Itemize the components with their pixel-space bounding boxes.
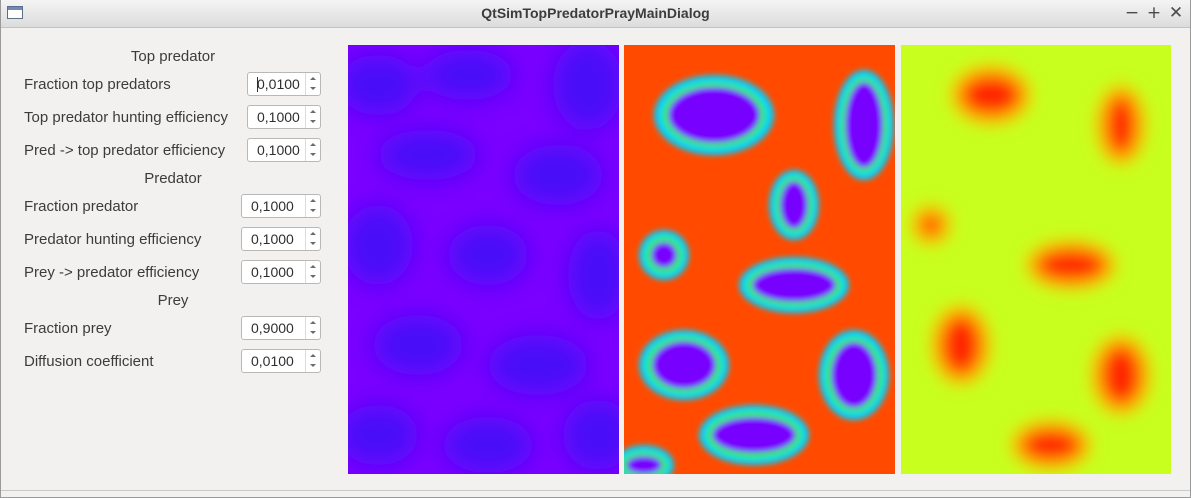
spin-arrows <box>305 228 320 250</box>
fraction-top-predators-spinbox[interactable] <box>247 72 321 96</box>
spin-down-icon[interactable] <box>306 328 320 339</box>
fraction-predator-input[interactable] <box>242 195 305 217</box>
fraction-top-predators-label: Fraction top predators <box>24 76 171 93</box>
pred-to-top-predator-efficiency-input[interactable] <box>248 139 305 161</box>
prey-heading: Prey <box>157 292 189 309</box>
fraction-prey-label: Fraction prey <box>24 320 112 337</box>
predator-density-map <box>624 45 895 474</box>
prey-to-predator-efficiency-input[interactable] <box>242 261 305 283</box>
pred-to-top-predator-efficiency-spinbox[interactable] <box>247 138 321 162</box>
spin-down-icon[interactable] <box>306 239 320 250</box>
top-predator-hunting-efficiency-spinbox[interactable] <box>247 105 321 129</box>
spin-down-icon[interactable] <box>306 361 320 372</box>
top-predator-hunting-efficiency-label: Top predator hunting efficiency <box>24 109 229 126</box>
spin-arrows <box>305 139 320 161</box>
title-bar[interactable]: QtSimTopPredatorPrayMainDialog − + ✕ <box>1 0 1190 28</box>
spin-arrows <box>305 317 320 339</box>
fraction-predator-label: Fraction predator <box>24 198 139 215</box>
diffusion-coefficient-spinbox[interactable] <box>241 349 321 373</box>
fraction-predator-spinbox[interactable] <box>241 194 321 218</box>
top-predator-density-map <box>348 45 619 474</box>
fraction-prey-input[interactable] <box>242 317 305 339</box>
spin-up-icon[interactable] <box>306 350 320 361</box>
spin-down-icon[interactable] <box>306 117 320 128</box>
predator-hunting-efficiency-spinbox[interactable] <box>241 227 321 251</box>
spin-down-icon[interactable] <box>306 272 320 283</box>
spin-arrows <box>305 261 320 283</box>
predator-heading: Predator <box>144 170 202 187</box>
spin-up-icon[interactable] <box>306 195 320 206</box>
fraction-top-predators-input[interactable] <box>248 73 305 95</box>
spin-down-icon[interactable] <box>306 150 320 161</box>
spin-down-icon[interactable] <box>306 84 320 95</box>
window-title: QtSimTopPredatorPrayMainDialog <box>481 5 710 21</box>
dialog-bottom-edge <box>1 490 1190 491</box>
spin-up-icon[interactable] <box>306 317 320 328</box>
diffusion-coefficient-label: Diffusion coefficient <box>24 353 154 370</box>
spin-up-icon[interactable] <box>306 228 320 239</box>
spin-up-icon[interactable] <box>306 106 320 117</box>
minimize-icon[interactable]: − <box>1124 3 1140 23</box>
spin-down-icon[interactable] <box>306 206 320 217</box>
spin-up-icon[interactable] <box>306 139 320 150</box>
spin-up-icon[interactable] <box>306 261 320 272</box>
maximize-icon[interactable]: + <box>1146 3 1162 23</box>
prey-to-predator-efficiency-label: Prey -> predator efficiency <box>24 264 200 281</box>
spin-arrows <box>305 73 320 95</box>
pred-to-top-predator-efficiency-label: Pred -> top predator efficiency <box>24 142 226 159</box>
predator-hunting-efficiency-input[interactable] <box>242 228 305 250</box>
fraction-prey-spinbox[interactable] <box>241 316 321 340</box>
top-predator-hunting-efficiency-input[interactable] <box>248 106 305 128</box>
spin-up-icon[interactable] <box>306 73 320 84</box>
prey-to-predator-efficiency-spinbox[interactable] <box>241 260 321 284</box>
close-icon[interactable]: ✕ <box>1168 3 1184 23</box>
predator-hunting-efficiency-label: Predator hunting efficiency <box>24 231 202 248</box>
prey-density-map <box>901 45 1171 474</box>
app-window-icon <box>7 6 23 19</box>
text-cursor <box>257 77 258 92</box>
spin-arrows <box>305 350 320 372</box>
spin-arrows <box>305 195 320 217</box>
top-predator-heading: Top predator <box>130 48 216 65</box>
spin-arrows <box>305 106 320 128</box>
diffusion-coefficient-input[interactable] <box>242 350 305 372</box>
